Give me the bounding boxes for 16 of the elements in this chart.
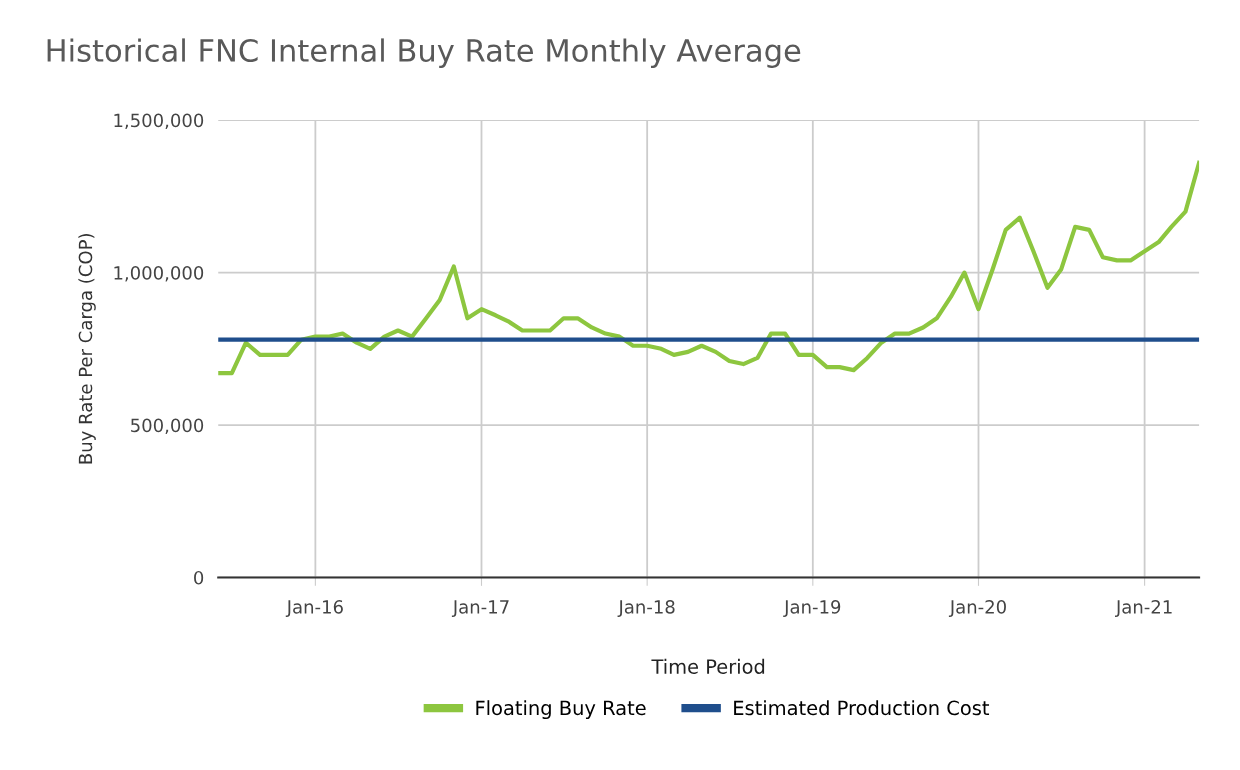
line-series	[218, 160, 1200, 376]
x-tick-label: Jan-16	[285, 600, 343, 618]
x-axis-title: Time Period	[651, 658, 765, 674]
x-tick-label: Jan-18	[617, 600, 675, 618]
legend-label: Floating Buy Rate	[476, 700, 646, 720]
x-tick-label: Jan-21	[1115, 600, 1172, 618]
x-tick-label: Jan-17	[451, 600, 509, 618]
y-axis-title: Buy Rate Per Carga (COP)	[78, 234, 96, 464]
legend-label: Estimated Production Cost	[734, 700, 990, 716]
y-tick-label: 0	[194, 570, 204, 585]
x-tick-label: Jan-20	[948, 600, 1006, 618]
y-tick-label: 1,000,000	[114, 266, 204, 282]
y-tick-label: 1,500,000	[114, 113, 204, 130]
x-tick-label: Jan-19	[783, 600, 841, 618]
y-tick-label: 500,000	[131, 418, 204, 434]
chart-title: Historical FNC Internal Buy Rate Monthly Average	[47, 38, 801, 68]
